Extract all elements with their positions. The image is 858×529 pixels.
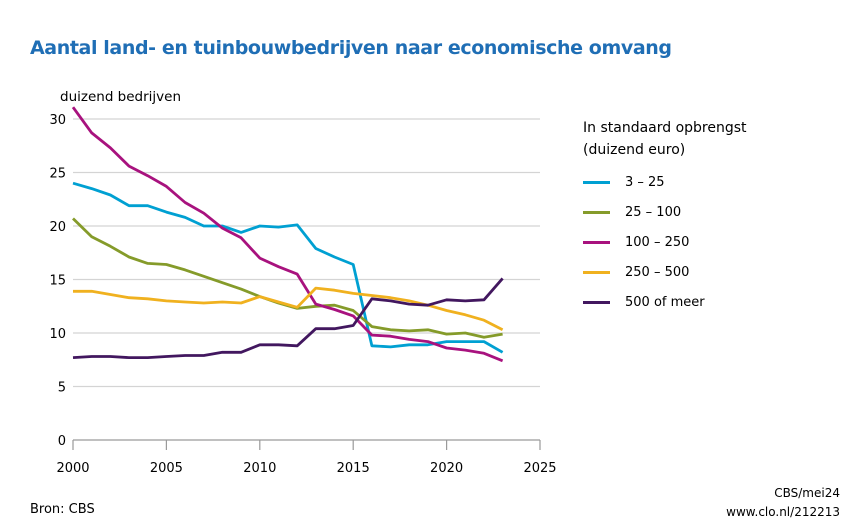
y-tick-label: 25 <box>49 167 66 182</box>
legend-label: 3 – 25 <box>625 174 665 190</box>
gridlines <box>73 118 540 388</box>
legend-title-line-2: (duizend euro) <box>583 142 686 158</box>
series-line-25-100 <box>72 217 503 339</box>
series-line-250-500 <box>73 286 504 332</box>
y-tick-label: 20 <box>49 220 66 235</box>
legend-item-500-of-meer: 500 of meer <box>583 287 747 317</box>
legend-swatch <box>583 270 610 274</box>
legend-item-25-100: 25 – 100 <box>583 197 747 227</box>
series-line-100-250 <box>71 106 504 363</box>
x-tick-label: 2005 <box>150 461 183 476</box>
legend: In standaard opbrengst (duizend euro) 3 … <box>583 117 747 317</box>
legend-label: 25 – 100 <box>625 204 682 220</box>
series-line-500-of-meer <box>72 277 504 360</box>
legend-swatch <box>583 210 610 214</box>
y-axis-ticks: 0 5 10 15 20 25 30 <box>49 113 66 449</box>
series-lines <box>71 106 504 363</box>
legend-title-line-1: In standaard opbrengst <box>583 120 747 136</box>
credit-date: CBS/mei24 <box>774 486 840 500</box>
legend-swatch <box>583 300 610 304</box>
x-tick-label: 2010 <box>243 461 276 476</box>
x-axis-ticks: 2000 2005 2010 2015 2020 2025 <box>56 440 557 476</box>
legend-label: 500 of meer <box>625 294 705 310</box>
series-line-3-25 <box>72 181 504 354</box>
legend-swatch <box>583 180 610 184</box>
credit-url[interactable]: www.clo.nl/212213 <box>726 505 840 519</box>
y-axis-label: duizend bedrijven <box>60 89 182 105</box>
chart-title: Aantal land- en tuinbouwbedrijven naar e… <box>30 37 672 59</box>
source-note: Bron: CBS <box>30 502 95 517</box>
legend-label: 250 – 500 <box>625 264 690 280</box>
legend-item-3-25: 3 – 25 <box>583 167 747 197</box>
y-tick-label: 30 <box>49 113 66 128</box>
legend-item-250-500: 250 – 500 <box>583 257 747 287</box>
x-tick-label: 2015 <box>337 461 370 476</box>
x-tick-label: 2020 <box>430 461 463 476</box>
legend-item-100-250: 100 – 250 <box>583 227 747 257</box>
y-tick-label: 15 <box>49 274 66 289</box>
legend-label: 100 – 250 <box>625 234 690 250</box>
y-tick-label: 5 <box>58 381 66 396</box>
legend-swatch <box>583 240 610 244</box>
credit: CBS/mei24 www.clo.nl/212213 <box>726 484 840 522</box>
legend-title: In standaard opbrengst (duizend euro) <box>583 117 747 161</box>
x-tick-label: 2000 <box>56 461 89 476</box>
y-tick-label: 0 <box>58 434 66 449</box>
y-tick-label: 10 <box>49 327 66 342</box>
x-tick-label: 2025 <box>523 461 556 476</box>
